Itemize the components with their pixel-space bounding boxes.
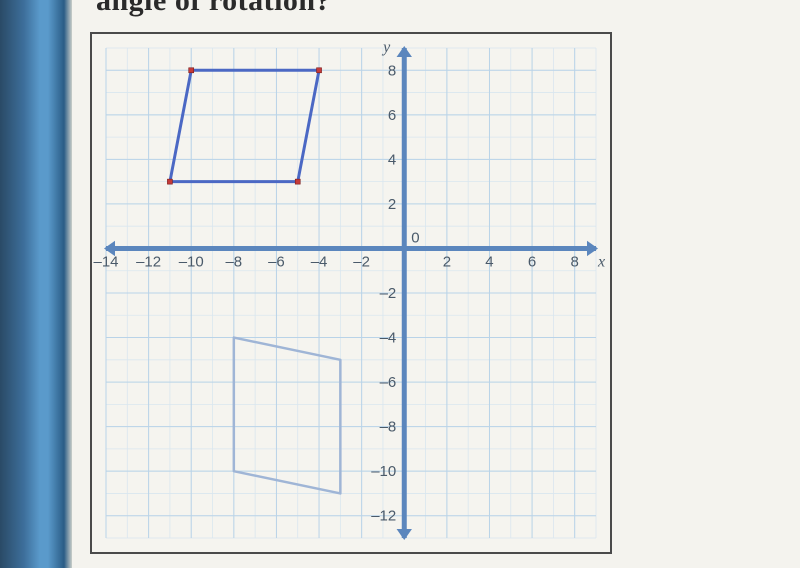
graph-panel: –14 –12 –10 –8 –6 –4 –2 2 4 6 8 –12 –10 –8 –6 –4 –2 2 4 6 8 0… (90, 32, 612, 554)
svg-text:–6: –6 (380, 374, 397, 391)
svg-text:–8: –8 (380, 419, 397, 436)
svg-text:y: y (381, 39, 391, 56)
svg-text:8: 8 (571, 253, 579, 270)
svg-text:8: 8 (388, 62, 396, 79)
svg-text:0: 0 (411, 229, 419, 246)
svg-text:x: x (597, 253, 605, 270)
svg-text:–6: –6 (268, 253, 285, 270)
question-title: angle of rotation? (96, 0, 331, 18)
svg-text:–10: –10 (179, 253, 204, 270)
svg-text:6: 6 (528, 253, 536, 270)
svg-text:–2: –2 (353, 253, 370, 270)
svg-text:–12: –12 (371, 508, 396, 525)
svg-text:6: 6 (388, 107, 396, 124)
worksheet-paper: angle of rotation? –14 –12 –10 –8 –6 –4 –2 2 4 6 8… (72, 0, 800, 568)
svg-text:–10: –10 (371, 463, 396, 480)
svg-text:–14: –14 (93, 253, 118, 270)
svg-text:–2: –2 (380, 285, 397, 302)
svg-text:–8: –8 (225, 253, 242, 270)
svg-text:–12: –12 (136, 253, 161, 270)
svg-text:–4: –4 (311, 253, 328, 270)
coordinate-grid-svg: –14 –12 –10 –8 –6 –4 –2 2 4 6 8 –12 –10 –8 –6 –4 –2 2 4 6 8 0… (92, 34, 610, 552)
svg-text:2: 2 (443, 253, 451, 270)
photo-background: angle of rotation? –14 –12 –10 –8 –6 –4 –2 2 4 6 8… (0, 0, 800, 568)
svg-text:4: 4 (485, 253, 493, 270)
svg-text:4: 4 (388, 151, 396, 168)
svg-text:–4: –4 (380, 330, 397, 347)
svg-text:2: 2 (388, 196, 396, 213)
